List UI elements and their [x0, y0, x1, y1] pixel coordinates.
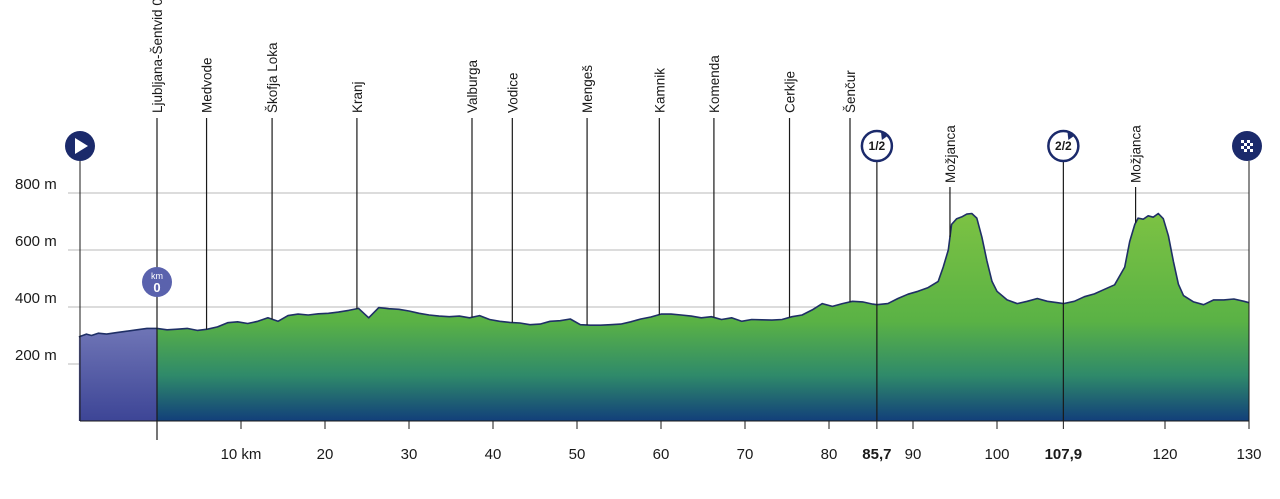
play-arrow-icon: [75, 138, 88, 154]
x-tick-label: 20: [317, 446, 334, 463]
place-label: Škofja Loka: [265, 42, 280, 113]
place-label: Možjanca: [1129, 125, 1144, 183]
x-tick-label: 70: [737, 446, 754, 463]
lap-badge-label: 2/2: [1055, 139, 1072, 153]
place-label: Ljubljana-Šentvid 0.0: [150, 0, 165, 113]
lap-arrow-icon: [880, 131, 889, 140]
checker-square: [1244, 149, 1247, 152]
x-axis-labels: 10 km 20 30 40 50 60 70 80 90 100 120 130 85,7 107,9: [221, 421, 1262, 463]
place-markers: Ljubljana-Šentvid 0.0 Medvode Škofja Loka K…: [150, 0, 1144, 440]
place-label: Kamnik: [652, 68, 667, 113]
y-axis-labels: 200 m 400 m 600 m 800 m: [15, 176, 57, 364]
x-tick-label-bold: 85,7: [862, 446, 891, 463]
badges: km0 1/2 2/2: [65, 129, 1262, 421]
km-zero-badge: [142, 267, 172, 297]
place-label: Šenčur: [843, 70, 858, 113]
lap-badge-label: 1/2: [869, 139, 886, 153]
km-zero-value: 0: [153, 280, 160, 295]
lap-badge: [1047, 129, 1080, 163]
checker-square: [1244, 143, 1247, 146]
y-tick-label: 200 m: [15, 347, 57, 364]
elevation-line: [78, 212, 1250, 338]
place-label: Mengeš: [580, 65, 595, 113]
x-tick-label: 100: [984, 446, 1009, 463]
place-label: Komenda: [707, 55, 722, 113]
y-tick-label: 800 m: [15, 176, 57, 193]
lap-arrow-icon: [1067, 131, 1076, 140]
checker-square: [1250, 149, 1253, 152]
checker-square: [1247, 140, 1250, 143]
race-elevation-area: [157, 213, 1249, 421]
checker-square: [1247, 146, 1250, 149]
checker-square: [1241, 140, 1244, 143]
checker-square: [1250, 143, 1253, 146]
place-label: Valburga: [465, 59, 480, 113]
x-tick-label: 50: [569, 446, 586, 463]
place-label: Cerklje: [783, 71, 798, 113]
x-tick-label: 130: [1236, 446, 1261, 463]
y-tick-label: 600 m: [15, 233, 57, 250]
checker-square: [1241, 146, 1244, 149]
x-tick-label: 30: [401, 446, 418, 463]
x-tick-label: 90: [905, 446, 922, 463]
x-tick-label: 40: [485, 446, 502, 463]
x-tick-label: 10 km: [221, 446, 262, 463]
place-label: Vodice: [505, 72, 520, 113]
y-tick-label: 400 m: [15, 290, 57, 307]
x-tick-label: 60: [653, 446, 670, 463]
place-label: Možjanca: [943, 125, 958, 183]
place-label: Kranj: [350, 81, 365, 113]
place-label: Medvode: [200, 57, 215, 113]
elevation-area: [78, 212, 1250, 422]
km-zero-label: km: [151, 271, 163, 281]
neutral-zone-area: [78, 328, 157, 421]
x-tick-label: 80: [821, 446, 838, 463]
x-tick-label: 120: [1152, 446, 1177, 463]
lap-badge: [860, 129, 894, 163]
x-tick-label-bold: 107,9: [1045, 446, 1083, 463]
